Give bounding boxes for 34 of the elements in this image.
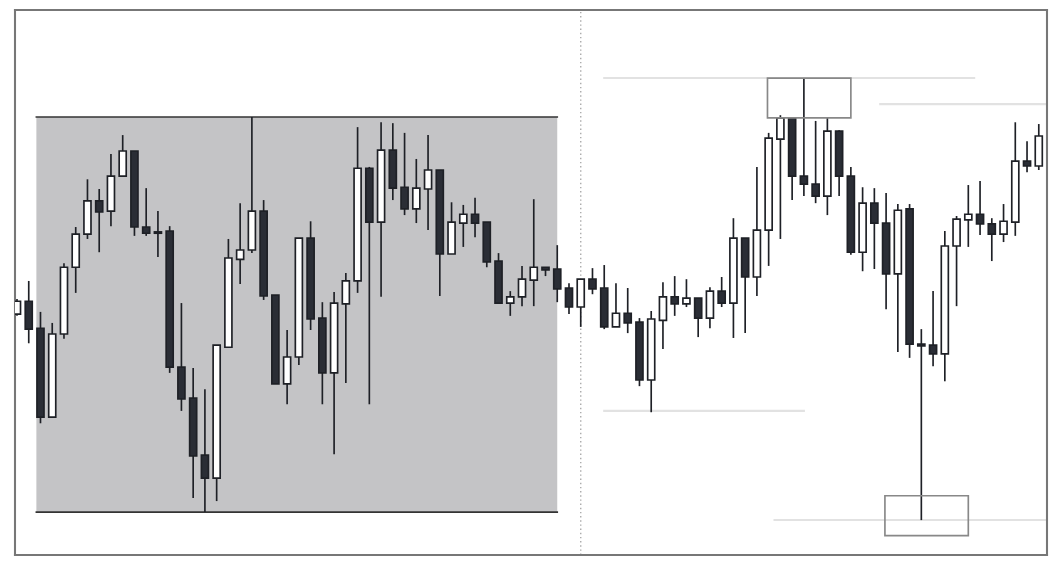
candlestick xyxy=(153,210,163,258)
candlestick xyxy=(776,114,785,240)
candlestick xyxy=(693,297,703,338)
candlestick xyxy=(529,198,539,307)
candlestick xyxy=(928,290,938,368)
candlestick xyxy=(552,244,562,304)
candlestick xyxy=(987,217,997,262)
candlestick xyxy=(799,77,809,197)
candlestick xyxy=(235,202,245,285)
candlestick xyxy=(916,328,926,521)
candlestick xyxy=(811,120,820,204)
candlestick xyxy=(505,290,515,317)
candlestick xyxy=(423,134,433,231)
candlestick xyxy=(999,203,1008,243)
candlestick xyxy=(670,275,680,317)
candlestick xyxy=(94,188,104,254)
candlestick xyxy=(869,187,879,270)
candlestick xyxy=(411,158,421,224)
candlestick xyxy=(1022,140,1032,174)
candlestick xyxy=(517,265,527,307)
candlestick xyxy=(623,287,633,334)
candlestick xyxy=(682,278,691,308)
candlestick xyxy=(611,282,621,328)
candlestick xyxy=(470,197,480,239)
candlestick xyxy=(400,132,409,216)
candlestick xyxy=(341,272,351,384)
candlestick xyxy=(588,267,597,296)
candlestick xyxy=(717,276,727,308)
candlestick xyxy=(658,281,668,350)
candlestick xyxy=(141,187,151,237)
candlestick xyxy=(963,184,973,248)
candlestick xyxy=(458,204,468,248)
candlestick xyxy=(564,282,574,315)
candlestick xyxy=(975,180,985,236)
